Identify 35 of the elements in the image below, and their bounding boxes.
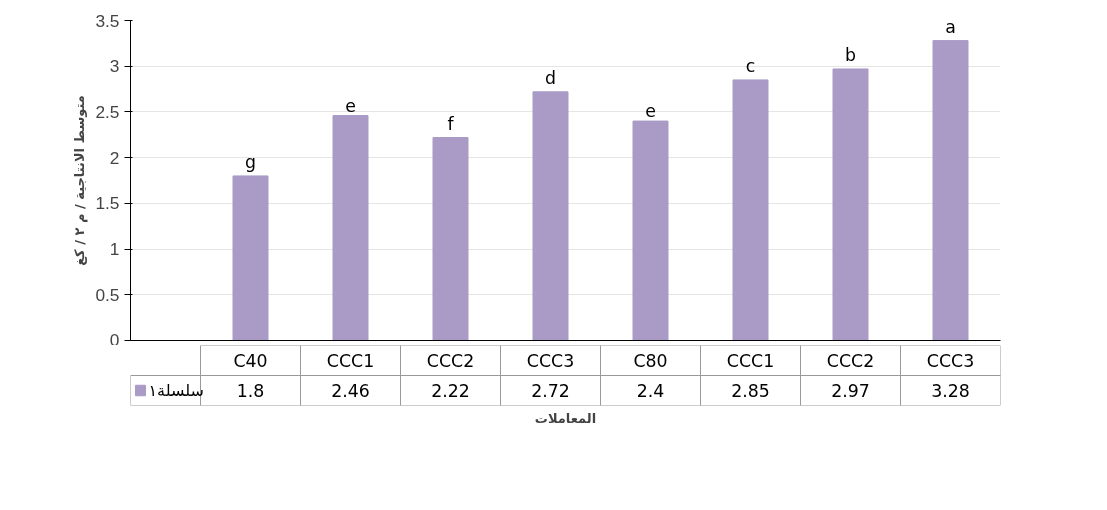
x-tick-label: CCC1 xyxy=(326,350,375,371)
data-label: 3.28 xyxy=(931,381,970,401)
data-label: 2.72 xyxy=(531,381,570,401)
y-tick-label: 1 xyxy=(109,239,120,260)
y-tick-label: 3.5 xyxy=(95,10,120,31)
x-tick-label: CCC2 xyxy=(426,350,475,371)
annotation: g xyxy=(245,151,256,172)
x-tick-label: CCC3 xyxy=(926,350,975,371)
annotation: e xyxy=(645,101,656,122)
legend-label: سلسلة١ xyxy=(148,381,204,400)
x-axis-title: المعاملات xyxy=(534,410,597,426)
y-tick-label: 1.5 xyxy=(95,193,120,214)
y-tick-label: 2.5 xyxy=(95,101,120,122)
y-tick-label: 3 xyxy=(109,56,120,77)
x-tick-label: CCC1 xyxy=(726,350,775,371)
data-label: 1.8 xyxy=(236,381,265,401)
data-label: 2.46 xyxy=(331,381,370,401)
data-label: 2.4 xyxy=(636,381,665,401)
y-axis-title: متوسط الانتاجية / م ٢ / كغ xyxy=(72,95,89,266)
x-tick-label: CCC2 xyxy=(826,350,875,371)
annotation: c xyxy=(745,55,756,76)
annotation: a xyxy=(945,16,956,37)
y-tick-label: 2 xyxy=(109,147,120,168)
data-label: 2.85 xyxy=(731,381,770,401)
annotation: d xyxy=(545,67,556,88)
x-tick-label: C80 xyxy=(633,350,668,371)
data-label: 2.97 xyxy=(831,381,870,401)
annotation: e xyxy=(345,95,356,116)
y-tick-label: 0.5 xyxy=(95,284,120,305)
y-tick-label: 0 xyxy=(109,329,120,350)
annotation: b xyxy=(845,44,856,65)
annotation: f xyxy=(447,113,455,134)
x-tick-label: CCC3 xyxy=(526,350,575,371)
x-tick-label: C40 xyxy=(233,350,268,371)
data-label: 2.22 xyxy=(431,381,470,401)
